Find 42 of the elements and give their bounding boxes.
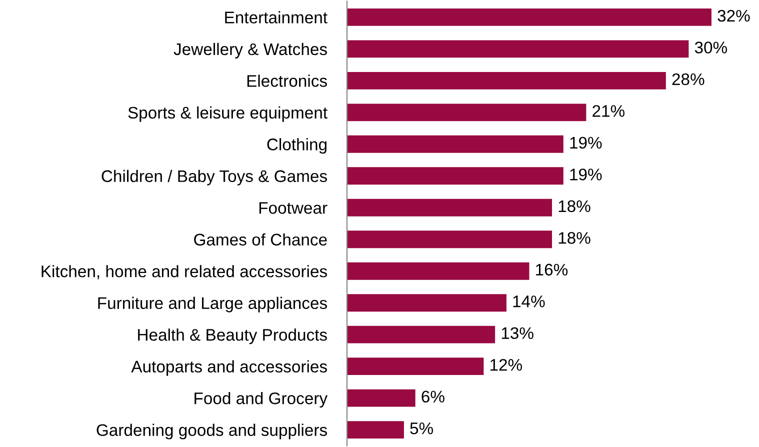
bar	[347, 358, 484, 376]
data-label: 18%	[558, 200, 590, 212]
data-label: 30%	[694, 42, 728, 54]
data-label: 16%	[536, 264, 568, 276]
data-label: 14%	[513, 296, 545, 308]
y-tick-label: Gardening goods and suppliers	[96, 424, 327, 440]
bar	[347, 135, 564, 153]
y-tick-label: Children / Baby Toys & Games	[102, 170, 327, 186]
y-tick-label: Clothing	[267, 138, 326, 154]
data-label: 12%	[490, 358, 522, 371]
data-label: 19%	[570, 168, 602, 180]
bar	[347, 262, 530, 280]
data-label: 19%	[570, 136, 602, 149]
bar	[347, 389, 416, 407]
y-tick-label: Kitchen, home and related accessories	[42, 265, 327, 280]
y-tick-label: Food and Grocery	[194, 392, 328, 408]
data-label: 18%	[558, 232, 590, 244]
bar	[347, 104, 586, 122]
bar	[347, 294, 506, 312]
y-tick-label: Autoparts and accessories	[131, 360, 327, 376]
bar	[347, 72, 666, 90]
bar	[347, 198, 552, 216]
data-label: 21%	[592, 105, 625, 117]
y-tick-label: Jewellery & Watches	[174, 42, 327, 58]
data-label: 32%	[718, 10, 750, 22]
bar	[347, 326, 496, 344]
y-tick-label: Games of Chance	[194, 233, 327, 246]
y-tick-label: Furniture and Large appliances	[98, 296, 327, 312]
bar	[347, 230, 552, 248]
data-label: 13%	[502, 327, 534, 340]
data-label: 28%	[672, 73, 704, 86]
bar	[347, 167, 564, 185]
y-tick-label: Footwear	[259, 202, 328, 214]
data-label: 5%	[410, 422, 433, 434]
bar	[347, 40, 689, 58]
y-tick-label: Electronics	[247, 74, 327, 87]
y-tick-label: Health & Beauty Products	[138, 328, 327, 344]
bar	[347, 8, 712, 26]
bar	[347, 421, 404, 439]
data-label: 6%	[422, 390, 444, 403]
y-tick-label: Sports & leisure equipment	[128, 106, 328, 122]
y-tick-label: Entertainment	[225, 11, 328, 24]
